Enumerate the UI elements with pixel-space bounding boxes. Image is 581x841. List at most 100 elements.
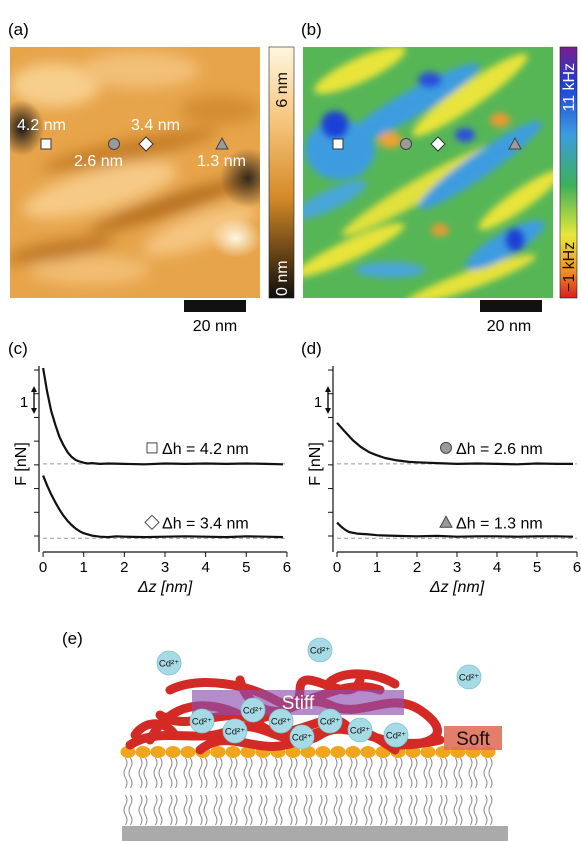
force-scale-label: 1 <box>20 394 28 411</box>
lipid-molecule <box>450 746 466 826</box>
cd-ion: Cd²⁺ <box>383 722 409 748</box>
cd-ion: Cd²⁺ <box>240 697 266 723</box>
cd-ion-circle <box>317 708 343 734</box>
circle-marker-b <box>400 138 412 150</box>
lipid-tail <box>383 757 388 789</box>
lipid-tail <box>288 794 293 826</box>
lipid-tail <box>413 757 418 789</box>
triangle-marker-b <box>508 136 522 150</box>
lipid-tail <box>398 794 403 826</box>
lipid-tail <box>258 757 263 789</box>
lipid-molecule <box>465 746 481 826</box>
cd-ion: Cd²⁺ <box>456 664 482 690</box>
height-colorbar-max-label: 6 nm <box>274 72 291 108</box>
membrane-schematic: Stiff Soft Cd²⁺Cd²⁺Cd²⁺Cd²⁺Cd²⁺Cd²⁺Cd²⁺C… <box>120 637 508 841</box>
frequency-colorbar-min-label: −1 kHz <box>561 242 578 292</box>
force-curve-circle <box>336 422 573 466</box>
arrow-head-down <box>31 408 37 414</box>
lipid-tail <box>228 794 233 826</box>
lipid-tail <box>128 794 133 826</box>
circle-marker-a <box>108 138 120 150</box>
lipid-tail <box>318 757 323 789</box>
cd-ion-circle <box>383 722 409 748</box>
lipid-tail <box>198 757 203 789</box>
cd-ion-circle <box>268 708 294 734</box>
cd-ion-label: Cd²⁺ <box>243 706 263 717</box>
lipid-tail <box>128 757 133 789</box>
lipid-tail <box>213 757 218 789</box>
lipid-tail <box>408 757 413 789</box>
lipid-tail <box>153 794 158 826</box>
lipid-tail <box>173 794 178 826</box>
x-tick-label: 3 <box>161 559 169 576</box>
lipid-tail <box>413 794 418 826</box>
marker-label-square: 4.2 nm <box>17 117 66 134</box>
lipid-headgroup <box>345 746 361 758</box>
x-axis-label: Δz [nm] <box>429 579 485 596</box>
cd-ion-circle <box>289 724 315 750</box>
cd-ion: Cd²⁺ <box>156 650 182 676</box>
lipid-tail <box>273 757 278 789</box>
frequency-colorbar <box>559 46 578 299</box>
lipid-tail <box>353 794 358 826</box>
lipid-headgroup <box>315 746 331 758</box>
lipid-tail <box>428 794 433 826</box>
cd-ion-label: Cd²⁺ <box>271 717 291 728</box>
lipid-tail <box>368 794 373 826</box>
lipid-tail <box>218 794 223 826</box>
lipid-tail <box>303 794 308 826</box>
scale-bar-a <box>184 300 246 312</box>
lipid-tail <box>158 794 163 826</box>
lipid-molecule <box>195 746 211 826</box>
lipid-headgroup <box>285 746 301 758</box>
lipid-tail <box>323 757 328 789</box>
lipid-molecule <box>405 746 421 826</box>
x-tick-label: 4 <box>201 559 209 576</box>
arrow-head-up <box>325 386 331 392</box>
lipid-tail <box>248 794 253 826</box>
lipid-molecule <box>420 746 436 826</box>
scale-bar-b-label: 20 nm <box>487 318 531 335</box>
height-colorbar-min-label: 0 nm <box>274 260 291 296</box>
cd-ion-label: Cd²⁺ <box>320 717 340 728</box>
x-tick-label: 2 <box>120 559 128 576</box>
lipid-molecule <box>255 746 271 826</box>
lipid-tail <box>378 794 383 826</box>
lipid-tail <box>188 794 193 826</box>
lipid-tail <box>393 794 398 826</box>
lipid-tail <box>173 757 178 789</box>
x-tick-label: 5 <box>242 559 250 576</box>
panel-a-label: (a) <box>8 20 29 39</box>
lipid-headgroup <box>225 746 241 758</box>
lipid-tail <box>243 794 248 826</box>
lipid-tail <box>398 757 403 789</box>
lipid-tail <box>333 757 338 789</box>
stiff-region-box <box>192 690 404 715</box>
lipid-molecule <box>390 746 406 826</box>
cd-ion: Cd²⁺ <box>289 724 315 750</box>
lipid-tail <box>248 757 253 789</box>
panel-b-label: (b) <box>301 20 322 39</box>
diamond-marker-a <box>138 136 154 152</box>
lipid-tail <box>443 757 448 789</box>
force-plot-c: 0 1 2 3 4 5 6 Δz [nm] F [nN] 1 Δh = 4.2 nm Δh = 3.4… <box>13 366 291 596</box>
lipid-tail <box>453 794 458 826</box>
afm-height-image <box>10 47 260 298</box>
lipid-tail <box>278 794 283 826</box>
lipid-molecule <box>240 746 256 826</box>
lipid-tail <box>203 794 208 826</box>
panel-d-label: (d) <box>301 339 322 358</box>
lipid-tail <box>323 794 328 826</box>
soft-label: Soft <box>456 729 491 750</box>
cadmium-ions: Cd²⁺Cd²⁺Cd²⁺Cd²⁺Cd²⁺Cd²⁺Cd²⁺Cd²⁺Cd²⁺Cd²⁺… <box>156 637 482 750</box>
lipid-tail <box>473 757 478 789</box>
lipid-tail <box>168 757 173 789</box>
lipid-tail <box>368 757 373 789</box>
diamond-marker-b <box>430 136 446 152</box>
x-tick-label: 0 <box>333 559 341 576</box>
cd-ion: Cd²⁺ <box>317 708 343 734</box>
lipid-tail <box>473 794 478 826</box>
marker-label-circle: 2.6 nm <box>74 153 123 170</box>
cd-ion-circle <box>347 717 373 743</box>
marker-label-triangle: 1.3 nm <box>197 153 246 170</box>
